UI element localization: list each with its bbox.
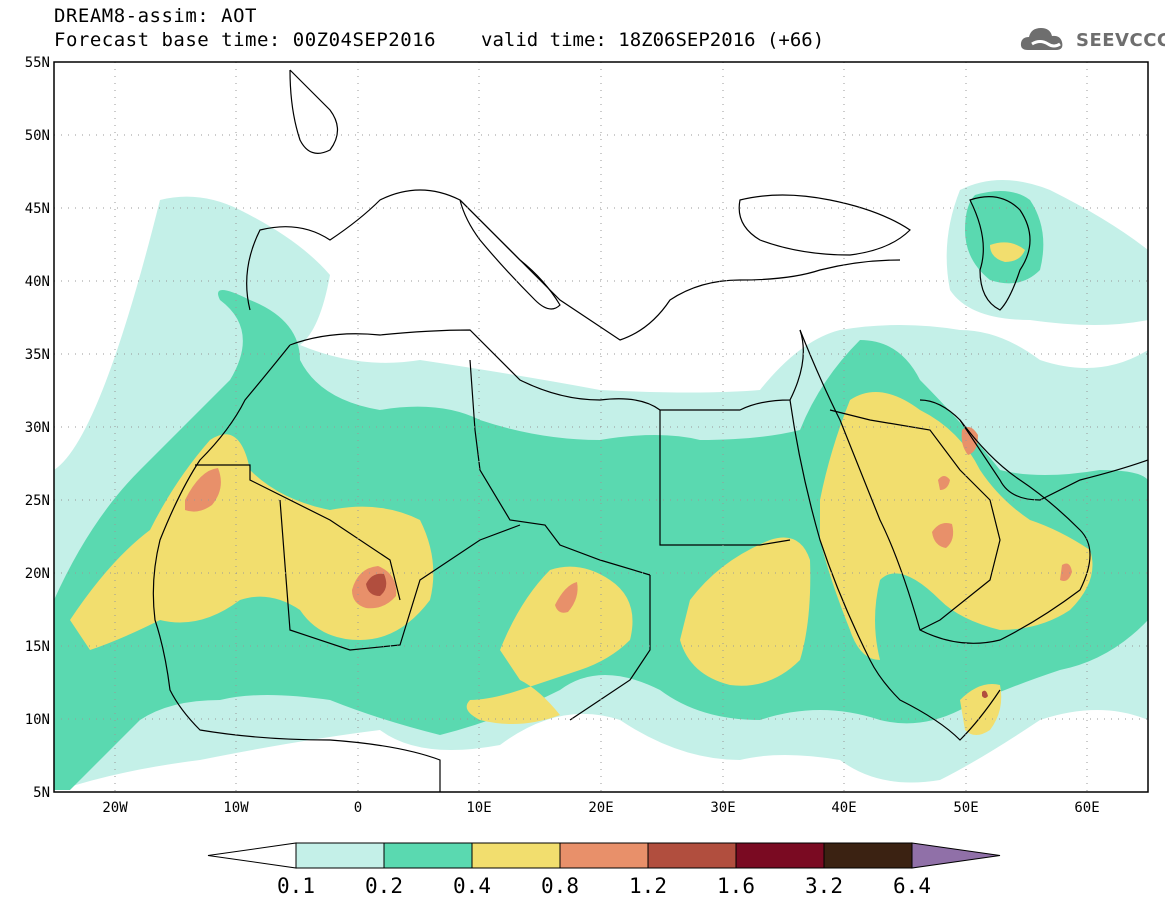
aot-0.8-chad <box>555 582 578 613</box>
colorbar-swatch <box>735 842 825 869</box>
valid-time: valid time: 18Z06SEP2016 (+66) <box>481 29 825 51</box>
lon-label: 10E <box>466 800 491 816</box>
border-mali-niger <box>279 499 521 651</box>
colorbar-level-label: 3.2 <box>805 874 843 898</box>
colorbar-swatch <box>471 842 561 869</box>
seevccc-logo: SEEVCCC <box>1018 22 1165 58</box>
map-frame <box>53 61 1149 793</box>
colorbar-swatch <box>823 842 913 869</box>
colorbar-level-label: 0.8 <box>541 874 579 898</box>
border-mauritania <box>195 464 401 601</box>
coastline-redsea <box>789 399 1001 741</box>
lat-label: 30N <box>25 420 50 436</box>
coastline-africa-west <box>152 344 441 792</box>
lat-label: 55N <box>25 55 50 71</box>
colorbar-level-label: 1.6 <box>717 874 755 898</box>
coastline-uk <box>289 69 339 154</box>
lon-label: 40E <box>831 800 856 816</box>
lon-label: 50E <box>953 800 978 816</box>
border-saudi <box>829 409 1001 631</box>
border-sudan-chad <box>569 575 651 721</box>
lon-label: 60E <box>1074 800 1099 816</box>
map-title: DREAM8-assim: AOT <box>54 5 257 27</box>
lat-label: 20N <box>25 566 50 582</box>
lat-label: 35N <box>25 347 50 363</box>
aot-0.4-caspian <box>990 242 1025 262</box>
colorbar-swatch <box>295 842 385 869</box>
colorbar-level-label: 0.2 <box>365 874 403 898</box>
coastline-arabia <box>799 329 1091 644</box>
logo-text: SEEVCCC <box>1076 30 1165 51</box>
border-algeria-libya <box>469 359 651 576</box>
gridlines <box>54 62 1148 792</box>
colorbar-swatch <box>559 842 649 869</box>
lon-label: 30E <box>710 800 735 816</box>
colorbar-swatch <box>383 842 473 869</box>
coastline-italy <box>459 199 561 310</box>
lon-tick-labels: 20W 10W 0 10E 20E 30E 40E 50E 60E <box>102 800 1099 816</box>
colorbar-swatches <box>207 842 1001 869</box>
aot-0.4-somalia <box>960 684 1002 735</box>
aot-1.2-mali <box>366 573 387 596</box>
colorbar-high-triangle <box>911 842 1001 869</box>
colorbar-low-triangle <box>207 842 297 869</box>
forecast-base-time: Forecast base time: 00Z04SEP2016 <box>54 29 437 51</box>
aot-0.4-chad <box>466 566 633 724</box>
colorbar-level-label: 6.4 <box>893 874 931 898</box>
lon-label: 10W <box>223 800 249 816</box>
colorbar-swatch <box>647 842 737 869</box>
border-egypt-sudan <box>659 410 791 546</box>
aot-0.2-caspian <box>965 191 1044 284</box>
coastline-black-sea <box>738 194 911 256</box>
coastline-north-africa <box>289 329 804 411</box>
aot-0.8-arabia1 <box>932 523 954 548</box>
lon-label: 20E <box>588 800 613 816</box>
aot-0.8-mauritania <box>185 468 221 512</box>
lat-label: 45N <box>25 201 50 217</box>
lat-label: 15N <box>25 639 50 655</box>
lon-label: 20W <box>102 800 128 816</box>
colorbar-level-label: 0.4 <box>453 874 491 898</box>
colorbar-level-label: 0.1 <box>277 874 315 898</box>
lon-label: 0 <box>354 800 362 816</box>
aot-0.8-arabia2 <box>938 476 950 490</box>
coastlines-borders <box>152 69 1148 792</box>
lat-label: 25N <box>25 493 50 509</box>
lat-label: 40N <box>25 274 50 290</box>
lat-label: 5N <box>33 785 50 801</box>
lat-tick-labels: 55N 50N 45N 40N 35N 30N 25N 20N 15N 10N … <box>25 55 50 801</box>
aot-0.8-oman <box>1060 563 1072 581</box>
lat-label: 50N <box>25 128 50 144</box>
coastline-gulf <box>959 419 1148 501</box>
colorbar-level-label: 1.2 <box>629 874 667 898</box>
aot-1.2-somalia <box>982 690 988 698</box>
lat-label: 10N <box>25 712 50 728</box>
coastline-europe <box>246 189 901 341</box>
aot-field <box>54 180 1148 790</box>
colorbar-labels: 0.1 0.2 0.4 0.8 1.2 1.6 3.2 6.4 <box>277 874 931 898</box>
aot-0.4-arabia <box>820 392 1093 660</box>
aot-0.4-sudan <box>680 537 811 686</box>
cloud-icon <box>1020 28 1063 50</box>
coastline-caspian <box>969 196 1031 311</box>
aot-0.4-westafrica <box>70 434 434 650</box>
